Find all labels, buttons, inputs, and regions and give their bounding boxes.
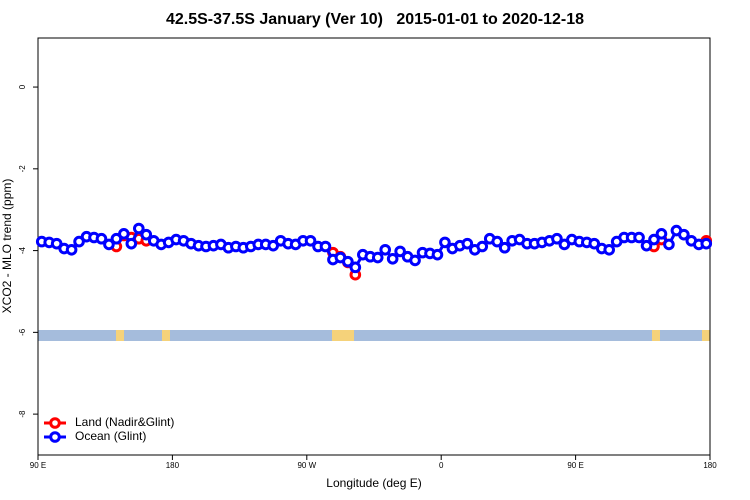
point (461, 237, 474, 250)
land-band (116, 330, 124, 341)
x-tick-label: 0 (439, 461, 444, 470)
coast-band (38, 330, 710, 341)
point (73, 235, 85, 248)
legend-label: Ocean (Glint) (75, 429, 146, 443)
point (700, 237, 713, 250)
point (133, 222, 145, 235)
y-tick-label: 0 (18, 84, 27, 89)
legend-marker (49, 417, 61, 429)
point (409, 254, 421, 267)
point (603, 243, 616, 256)
point (50, 237, 63, 250)
y-tick-label: -2 (18, 165, 27, 173)
x-tick-label: 90 E (30, 461, 46, 470)
point (110, 232, 123, 245)
point (304, 234, 317, 247)
point (491, 235, 504, 248)
ocean-band (38, 330, 710, 341)
point (394, 245, 406, 258)
point (640, 239, 653, 252)
point (65, 243, 78, 256)
point (349, 261, 362, 274)
point (371, 251, 384, 264)
point (95, 232, 108, 245)
y-tick-label: -8 (18, 410, 27, 418)
land-band (332, 330, 354, 341)
point (655, 228, 668, 240)
land-band (652, 330, 660, 341)
x-tick-label: 180 (166, 461, 180, 470)
point (588, 237, 601, 250)
point (319, 240, 332, 253)
chart-title: 42.5S-37.5S January (Ver 10) 2015-01-01 … (166, 11, 584, 28)
point (558, 238, 571, 251)
point (267, 239, 280, 252)
legend-label: Land (Nadir&Glint) (75, 415, 174, 429)
point (118, 228, 130, 240)
point (678, 228, 690, 241)
land-band (162, 330, 170, 341)
x-tick-label: 90 W (297, 461, 316, 470)
y-tick-label: -6 (18, 328, 27, 336)
point (498, 241, 511, 254)
point (633, 231, 645, 244)
point (648, 233, 660, 246)
point (663, 238, 675, 251)
point (431, 248, 444, 261)
point (551, 232, 563, 245)
point (125, 237, 138, 250)
point (342, 255, 354, 268)
point (476, 240, 489, 253)
x-tick-label: 180 (703, 461, 717, 470)
point (103, 238, 115, 251)
point (140, 228, 153, 241)
point (386, 252, 399, 265)
legend-marker (49, 431, 61, 443)
y-tick-label: -4 (18, 246, 27, 254)
point (379, 243, 392, 256)
land-band (702, 330, 710, 341)
x-axis-label: Longitude (deg E) (326, 476, 421, 490)
y-axis-label: XCO2 - MLO trend (ppm) (0, 179, 14, 314)
point (439, 236, 451, 249)
x-tick-label: 90 E (567, 461, 583, 470)
